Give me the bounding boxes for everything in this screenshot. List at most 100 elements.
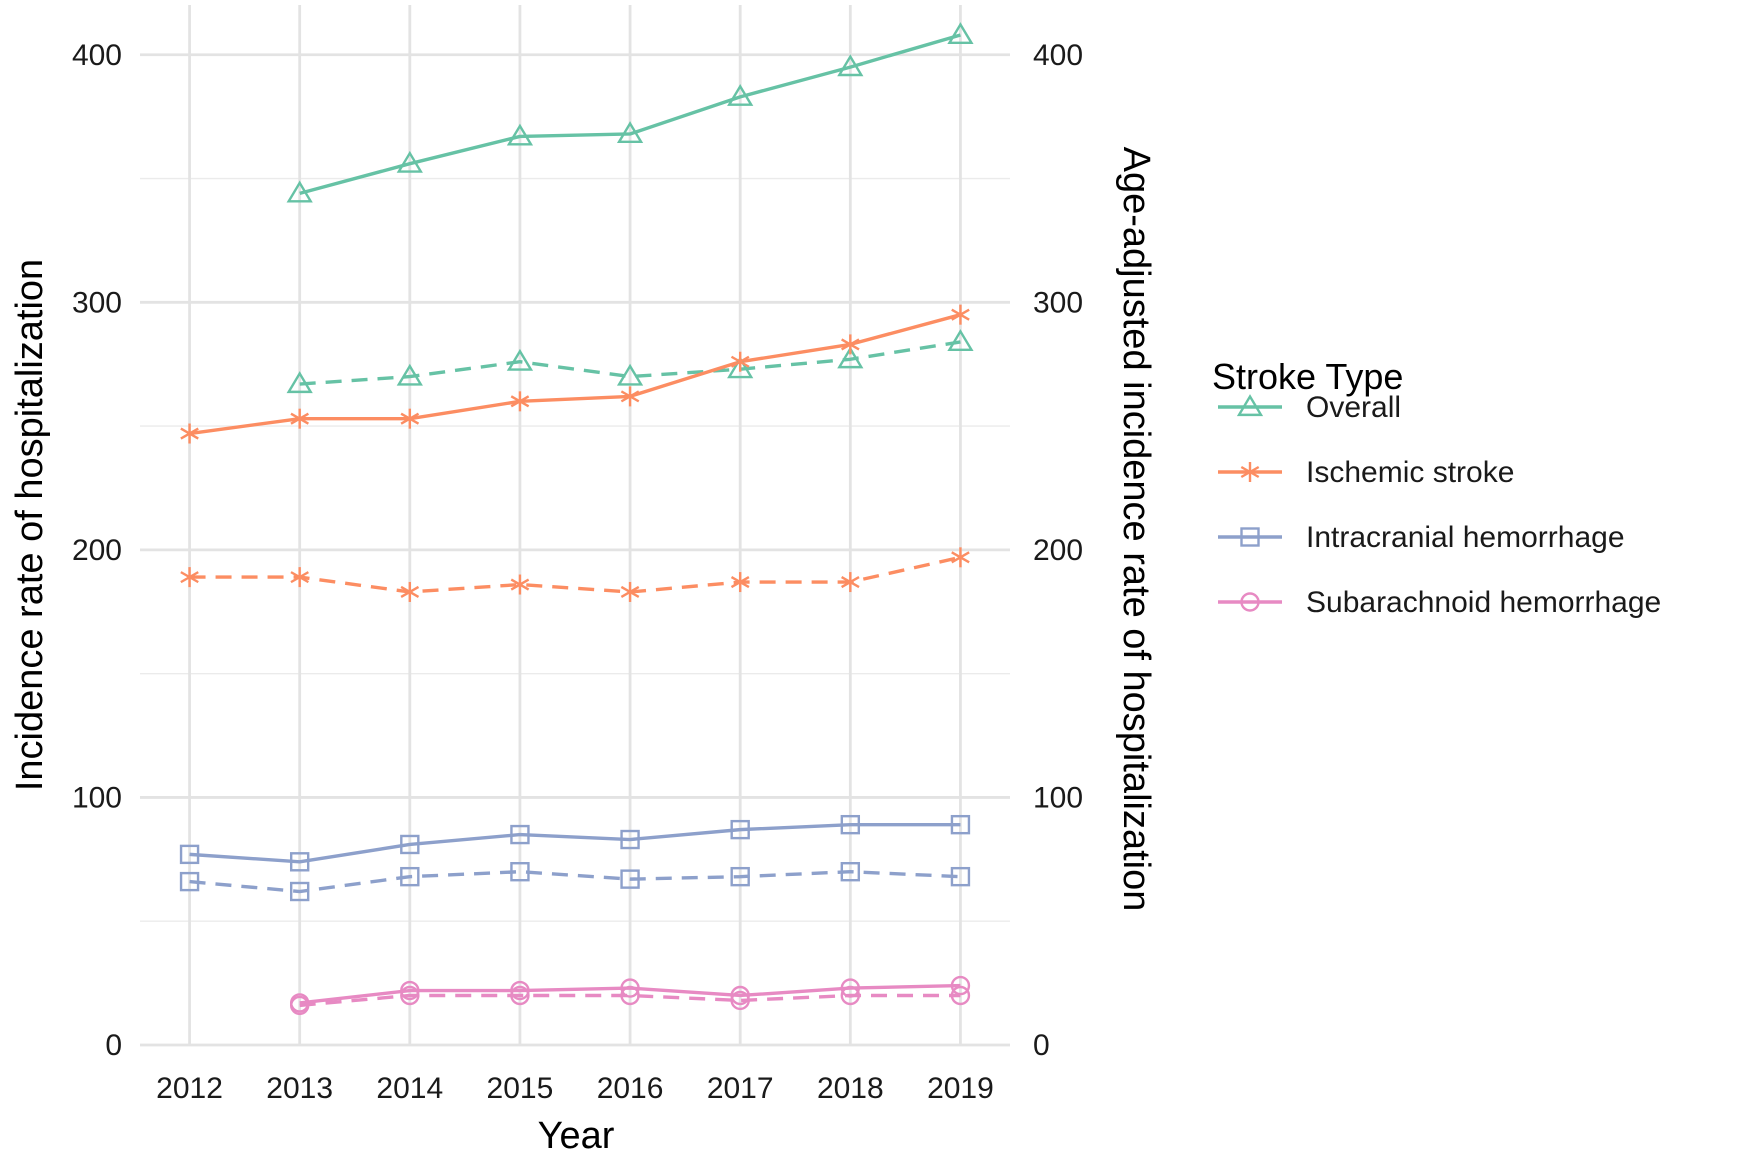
data-point-subarachnoid-hemorrhage-age-adjusted	[400, 985, 420, 1006]
data-point-ischemic-stroke-crude	[620, 386, 640, 407]
data-point-overall-crude	[396, 150, 423, 173]
data-point-subarachnoid-hemorrhage-crude	[510, 980, 530, 1001]
legend-entry-intracranial-hemorrhage: Intracranial hemorrhage	[1218, 521, 1625, 554]
right-y-tick-label: 300	[1033, 286, 1083, 319]
x-tick-label: 2018	[817, 1072, 884, 1105]
legend-key-marker	[1240, 527, 1260, 547]
data-point-overall-crude	[947, 22, 974, 45]
data-point-overall-age-adjusted	[727, 356, 754, 379]
data-point-subarachnoid-hemorrhage-age-adjusted	[620, 985, 640, 1006]
legend-entries: Overall Ischemic stroke Intracranial hemor…	[1218, 391, 1661, 619]
data-point-subarachnoid-hemorrhage-age-adjusted	[840, 985, 861, 1006]
right-y-tick-label: 200	[1033, 534, 1083, 567]
x-tick-label: 2013	[266, 1072, 333, 1105]
series-line-ischemic-stroke-crude	[189, 313, 961, 436]
data-point-intracranial-hemorrhage-age-adjusted	[179, 871, 200, 892]
series-markers	[179, 22, 974, 1016]
x-tick-label: 2019	[927, 1072, 994, 1105]
data-point-overall-age-adjusted	[506, 348, 534, 371]
data-point-subarachnoid-hemorrhage-crude	[950, 975, 971, 996]
data-point-ischemic-stroke-crude	[180, 423, 199, 444]
legend-title: Stroke Type	[1212, 356, 1403, 397]
series-line-overall-crude	[299, 33, 961, 196]
right-y-tick-label: 400	[1033, 39, 1083, 72]
left-y-tick-label: 0	[105, 1029, 122, 1062]
x-axis-title: Year	[538, 1115, 615, 1157]
data-point-intracranial-hemorrhage-age-adjusted	[289, 881, 310, 902]
x-tick-label: 2014	[376, 1072, 443, 1105]
data-point-intracranial-hemorrhage-age-adjusted	[400, 866, 420, 887]
data-point-subarachnoid-hemorrhage-crude	[840, 978, 861, 998]
data-point-ischemic-stroke-crude	[400, 408, 420, 429]
data-point-overall-age-adjusted	[286, 371, 313, 394]
left-y-tick-label: 400	[72, 39, 122, 72]
legend-entry-ischemic-stroke: Ischemic stroke	[1218, 456, 1514, 489]
series-lines	[189, 33, 961, 1008]
data-point-subarachnoid-hemorrhage-age-adjusted	[950, 985, 971, 1006]
data-point-intracranial-hemorrhage-crude	[620, 829, 640, 850]
data-point-overall-crude	[616, 121, 644, 144]
x-tick-label: 2012	[156, 1072, 223, 1105]
legend-entry-subarachnoid-hemorrhage: Subarachnoid hemorrhage	[1218, 586, 1661, 619]
series-line-intracranial-hemorrhage-crude	[189, 822, 961, 864]
data-point-subarachnoid-hemorrhage-age-adjusted	[289, 995, 310, 1016]
data-point-intracranial-hemorrhage-age-adjusted	[840, 862, 861, 882]
legend-label: Ischemic stroke	[1306, 456, 1514, 489]
legend-label: Overall	[1306, 391, 1401, 424]
data-point-ischemic-stroke-age-adjusted	[730, 572, 750, 593]
data-point-ischemic-stroke-crude	[510, 391, 530, 412]
data-point-overall-age-adjusted	[837, 346, 864, 369]
data-point-intracranial-hemorrhage-crude	[840, 814, 861, 835]
data-point-overall-crude	[837, 54, 864, 77]
legend-entry-overall: Overall	[1218, 391, 1401, 424]
x-tick-label: 2016	[597, 1072, 664, 1105]
data-point-ischemic-stroke-age-adjusted	[510, 574, 530, 595]
data-point-ischemic-stroke-age-adjusted	[951, 547, 970, 568]
data-point-overall-age-adjusted	[616, 363, 644, 386]
data-point-ischemic-stroke-crude	[290, 408, 309, 429]
data-point-intracranial-hemorrhage-crude	[510, 824, 530, 845]
data-point-subarachnoid-hemorrhage-age-adjusted	[730, 990, 750, 1011]
data-point-subarachnoid-hemorrhage-crude	[730, 985, 750, 1006]
left-y-tick-label: 100	[72, 781, 122, 814]
data-point-overall-crude	[506, 123, 534, 146]
data-point-intracranial-hemorrhage-crude	[179, 844, 200, 865]
data-point-intracranial-hemorrhage-crude	[950, 814, 971, 835]
left-y-axis-title: Incidence rate of hospitalization	[9, 259, 51, 791]
data-point-intracranial-hemorrhage-age-adjusted	[730, 866, 750, 887]
data-point-ischemic-stroke-age-adjusted	[400, 581, 420, 602]
data-point-intracranial-hemorrhage-crude	[289, 852, 310, 872]
legend-key-marker	[1236, 394, 1264, 417]
series-line-intracranial-hemorrhage-age-adjusted	[189, 870, 961, 894]
legend: Stroke Type Overall Ischemic stroke Intrac…	[1212, 356, 1661, 619]
data-point-intracranial-hemorrhage-crude	[400, 834, 420, 855]
data-point-subarachnoid-hemorrhage-crude	[400, 980, 420, 1001]
left-y-tick-label: 200	[72, 534, 122, 567]
x-tick-label: 2015	[487, 1072, 554, 1105]
data-point-overall-age-adjusted	[396, 363, 423, 386]
data-point-ischemic-stroke-age-adjusted	[841, 572, 860, 593]
data-point-overall-crude	[727, 84, 754, 106]
data-point-ischemic-stroke-crude	[951, 304, 970, 325]
data-point-ischemic-stroke-age-adjusted	[290, 567, 309, 588]
data-point-intracranial-hemorrhage-age-adjusted	[620, 869, 640, 889]
data-point-overall-age-adjusted	[947, 329, 974, 352]
left-y-tick-label: 300	[72, 286, 122, 319]
right-y-axis-title: Age-adjusted incidence rate of hospitali…	[1115, 147, 1157, 912]
right-y-tick-label: 100	[1033, 781, 1083, 814]
legend-key-marker	[1240, 462, 1260, 482]
right-y-axis-ticks: 0 100 200 300 400	[1033, 39, 1083, 1062]
data-point-subarachnoid-hemorrhage-crude	[620, 978, 640, 998]
data-point-ischemic-stroke-age-adjusted	[620, 581, 640, 602]
legend-key-marker	[1240, 592, 1260, 612]
legend-label: Intracranial hemorrhage	[1306, 521, 1625, 554]
x-tick-label: 2017	[707, 1072, 774, 1105]
data-point-overall-crude	[286, 180, 313, 203]
series-line-overall-age-adjusted	[299, 340, 961, 386]
data-point-ischemic-stroke-age-adjusted	[180, 567, 199, 588]
x-axis-ticks: 2012 2013 2014 2015 2016 2017 2018 2019	[156, 1072, 994, 1105]
data-point-intracranial-hemorrhage-crude	[730, 819, 750, 840]
data-point-ischemic-stroke-crude	[730, 351, 750, 372]
legend-label: Subarachnoid hemorrhage	[1306, 586, 1661, 619]
